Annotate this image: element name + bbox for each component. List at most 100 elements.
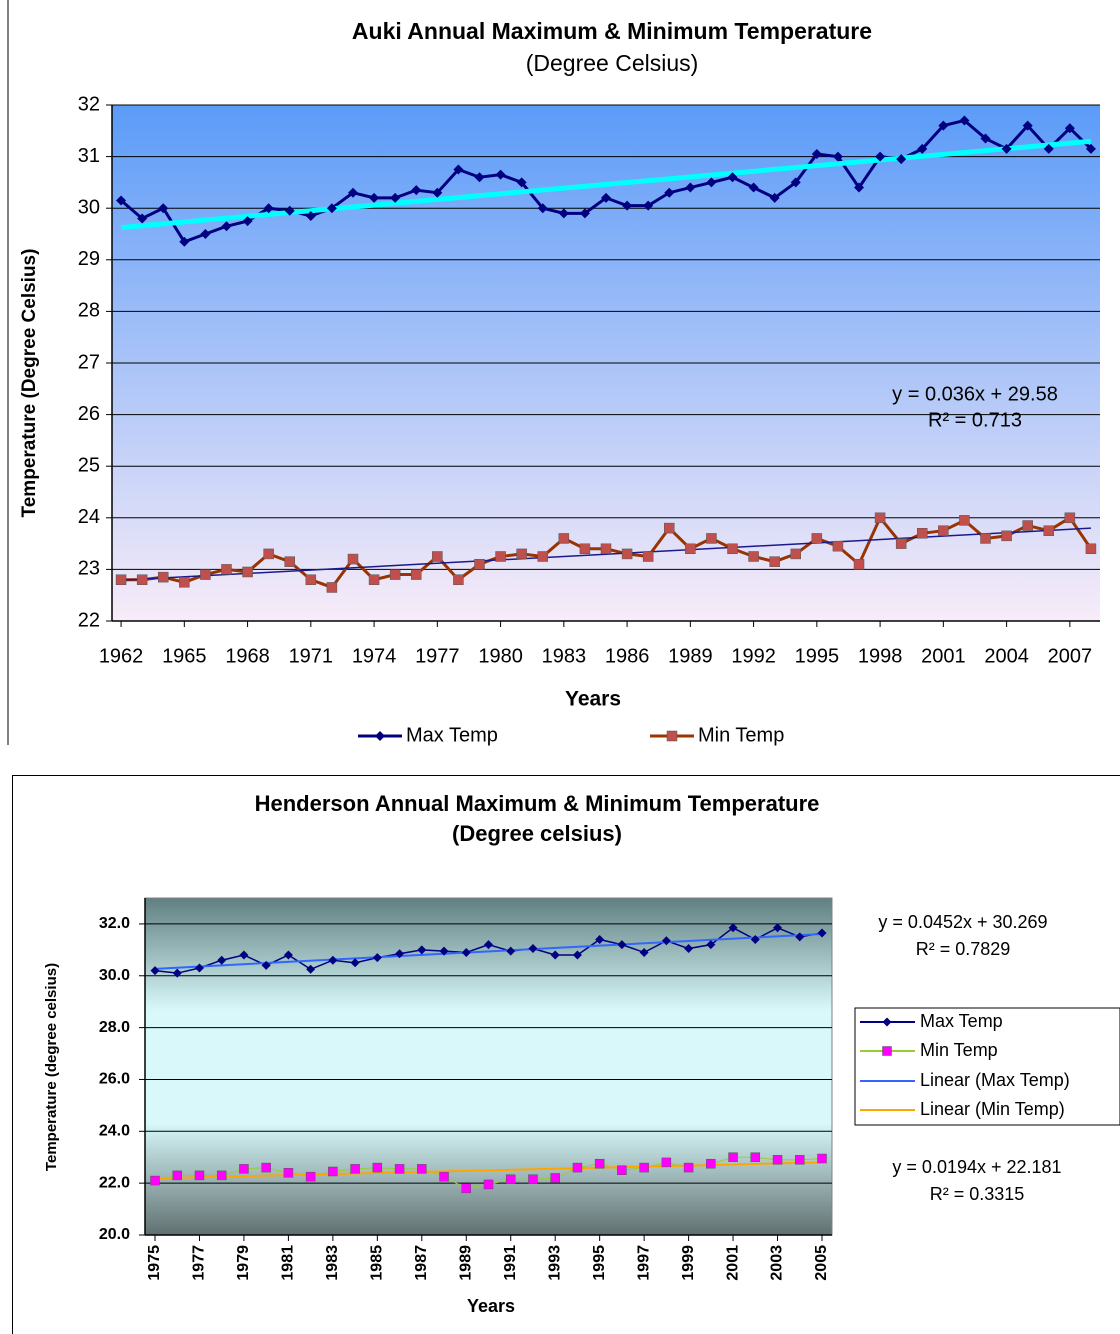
marker	[769, 192, 780, 203]
x-tick-label: 2001	[724, 1245, 741, 1281]
marker	[350, 958, 360, 968]
marker	[172, 968, 182, 978]
marker	[601, 192, 611, 203]
marker	[116, 195, 127, 206]
marker	[390, 192, 401, 203]
marker	[283, 1168, 294, 1178]
marker	[217, 955, 227, 965]
x-tick-label: 2007	[1048, 645, 1093, 667]
y-tick-label: 26.0	[99, 1071, 130, 1088]
chart-title: Auki Annual Maximum & Minimum Temperatur…	[352, 18, 872, 44]
marker	[394, 1164, 405, 1174]
y-tick-label: 23	[78, 558, 100, 580]
y-axis-label: Temperature (Degree Celsius)	[19, 249, 40, 518]
legend-label: Min Temp	[698, 724, 784, 746]
legend-label: Min Temp	[920, 1040, 998, 1060]
x-tick-label: 1977	[415, 645, 460, 667]
marker	[136, 574, 148, 585]
marker	[261, 960, 271, 970]
marker	[326, 203, 337, 214]
marker	[594, 1158, 605, 1169]
marker	[368, 574, 380, 585]
x-tick-label: 1993	[546, 1245, 563, 1281]
x-tick-label: 1986	[605, 645, 650, 667]
marker	[263, 203, 274, 214]
marker	[1022, 120, 1033, 131]
marker	[369, 192, 380, 203]
marker	[811, 533, 823, 544]
marker	[639, 1162, 649, 1173]
x-tick-label: 1983	[324, 1245, 341, 1281]
marker	[683, 1162, 694, 1173]
y-tick-label: 25	[78, 454, 100, 476]
marker	[115, 574, 127, 585]
marker	[216, 1170, 227, 1181]
marker	[474, 172, 485, 183]
marker	[917, 143, 928, 154]
x-tick-label: 1974	[352, 645, 397, 667]
marker	[959, 115, 970, 126]
marker	[748, 182, 759, 193]
marker	[505, 1174, 516, 1185]
x-tick-label: 1991	[502, 1245, 519, 1281]
x-tick-label: 1983	[542, 645, 587, 667]
annotation: y = 0.0452x + 30.269	[878, 912, 1047, 932]
x-tick-label: 1995	[591, 1245, 608, 1281]
marker	[706, 177, 717, 188]
marker	[790, 548, 802, 560]
marker	[1064, 123, 1075, 134]
marker	[664, 187, 675, 198]
marker	[157, 571, 169, 583]
marker	[750, 1152, 761, 1162]
marker	[600, 543, 612, 555]
marker	[642, 551, 654, 562]
marker	[242, 216, 253, 227]
marker	[882, 1017, 892, 1027]
marker	[684, 944, 694, 954]
marker	[389, 569, 401, 580]
marker	[516, 177, 527, 188]
y-tick-label: 22.0	[99, 1174, 130, 1191]
marker	[1022, 520, 1033, 531]
marker	[410, 569, 422, 580]
marker	[853, 558, 865, 570]
marker	[661, 936, 671, 946]
y-tick-label: 32.0	[99, 915, 130, 932]
x-tick-label: 1975	[146, 1245, 163, 1281]
marker	[558, 533, 570, 544]
marker	[305, 1171, 316, 1182]
marker	[284, 556, 295, 567]
marker	[617, 940, 627, 950]
legend-box	[854, 1007, 1120, 1126]
marker	[453, 574, 464, 585]
marker	[750, 934, 760, 944]
marker	[328, 1166, 338, 1177]
x-axis-label: Years	[467, 1296, 515, 1316]
y-tick-label: 31	[78, 145, 100, 167]
marker	[896, 154, 907, 165]
marker	[980, 133, 991, 144]
x-tick-label: 1989	[457, 1245, 474, 1281]
annotation: R² = 0.7829	[916, 939, 1011, 959]
x-tick-label: 1980	[478, 645, 523, 667]
marker	[528, 1174, 538, 1185]
marker	[882, 1046, 892, 1056]
trend-line	[120, 138, 1092, 231]
marker	[439, 946, 449, 956]
marker	[194, 1170, 205, 1181]
y-tick-label: 20.0	[99, 1226, 130, 1243]
marker	[137, 213, 148, 224]
marker	[150, 1175, 160, 1186]
marker	[483, 1179, 494, 1190]
marker	[664, 522, 675, 534]
marker	[728, 1152, 738, 1162]
x-tick-label: 1985	[369, 1245, 386, 1281]
marker	[727, 543, 738, 555]
marker	[347, 187, 358, 198]
marker	[579, 208, 590, 219]
marker	[375, 731, 385, 741]
marker	[854, 182, 865, 193]
marker	[980, 533, 991, 544]
marker	[283, 950, 293, 960]
